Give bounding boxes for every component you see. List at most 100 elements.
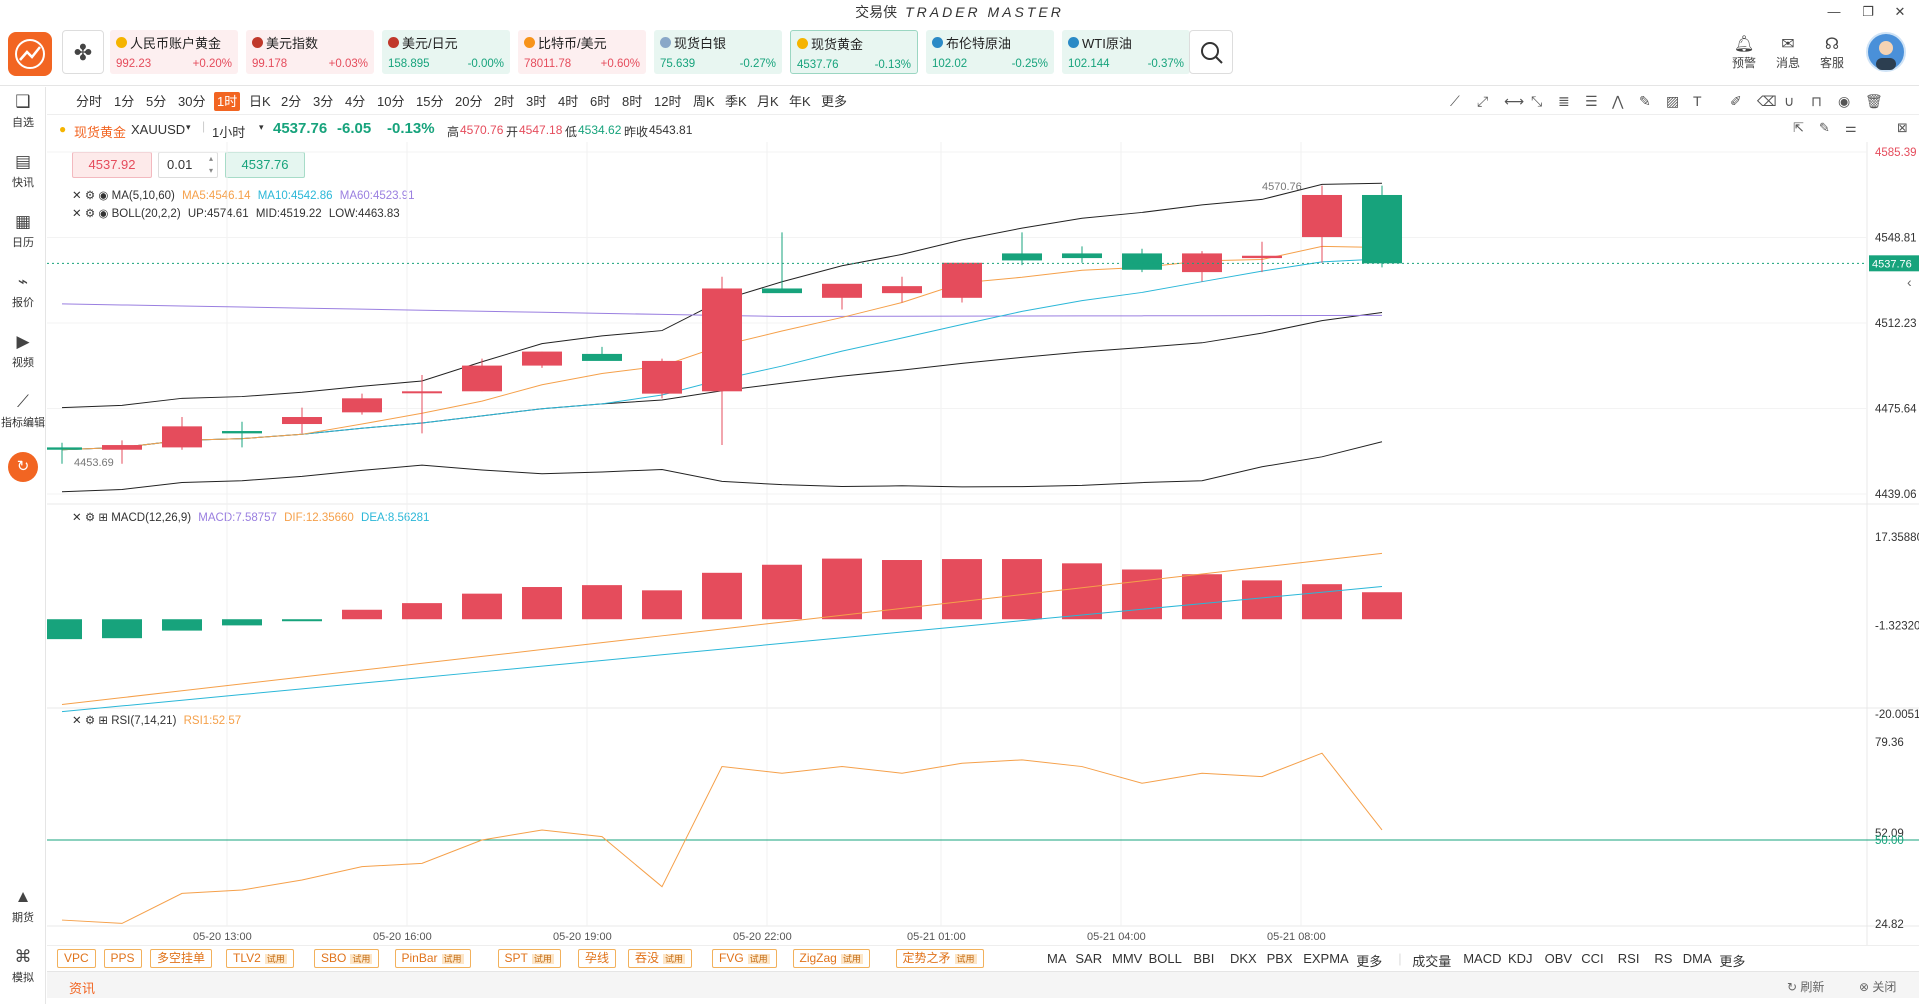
sub-indicator-tab[interactable]: KDJ	[1508, 951, 1533, 966]
sub-indicator-tab[interactable]: DMA	[1682, 951, 1712, 966]
symbol-dropdown-icon[interactable]: ▾	[186, 122, 191, 132]
ma-visibility-icon[interactable]: ◉	[98, 190, 109, 202]
price-chart[interactable]: 4585.39 4548.81 4512.23 4475.64 4439.06 4570.…	[47, 142, 1919, 945]
wave-tool-icon[interactable]: ⋀	[1612, 93, 1624, 109]
timeframe-tab[interactable]: 1分	[114, 94, 135, 109]
brush-tool-icon[interactable]: ✎	[1639, 93, 1651, 109]
timeframe-tab[interactable]: 4时	[558, 94, 579, 109]
strategy-tag[interactable]: TLV2 试用	[226, 949, 294, 968]
avatar[interactable]	[1866, 32, 1906, 72]
sidebar-item[interactable]: ▤ 快讯	[0, 152, 46, 190]
channel-tool-icon[interactable]: ≣	[1558, 93, 1570, 109]
message-button[interactable]: ✉ 消息	[1768, 34, 1808, 71]
eraser-tool-icon[interactable]: ⌫	[1757, 93, 1777, 109]
timeframe-tab[interactable]: 3分	[313, 94, 334, 109]
quote-card[interactable]: 人民币账户黄金 992.23 +0.20%	[110, 30, 238, 74]
quote-card[interactable]: 现货白银 75.639 -0.27%	[654, 30, 782, 74]
strategy-tag[interactable]: SBO 试用	[314, 949, 380, 968]
close-window-icon[interactable]: ✕	[1894, 4, 1906, 19]
timeframe-tab[interactable]: 10分	[377, 94, 405, 109]
ray-tool-icon[interactable]: ⤢	[1477, 93, 1489, 109]
timeframe-tab[interactable]: 2时	[494, 94, 515, 109]
timeframe-tab[interactable]: 4分	[345, 94, 366, 109]
news-tab[interactable]: 资讯	[69, 981, 96, 996]
sub-indicator-tab[interactable]: CCI	[1581, 951, 1604, 966]
macd-close-icon[interactable]: ✕	[72, 512, 82, 524]
buy-price-button[interactable]: 4537.76	[225, 152, 305, 178]
symbol-code[interactable]: XAUUSD	[131, 122, 186, 137]
chart-settings-icon[interactable]: ⇱	[1793, 120, 1804, 135]
timeframe-tab[interactable]: 年K	[789, 94, 811, 109]
timeframe-tab[interactable]: 日K	[249, 94, 271, 109]
refresh-button[interactable]: ↻ 刷新	[1787, 980, 1825, 994]
magnet-icon[interactable]: ∪	[1784, 93, 1795, 109]
sidebar-item[interactable]: ⌘ 模拟	[0, 947, 46, 985]
rsi-settings-icon[interactable]: ⚙	[84, 715, 96, 727]
rsi-expand-icon[interactable]: ⊞	[98, 715, 108, 727]
pen-icon[interactable]: ✎	[1819, 120, 1830, 135]
eye-icon[interactable]: ◉	[1838, 93, 1851, 109]
main-indicator-tab[interactable]: 更多	[1356, 954, 1383, 969]
trash-icon[interactable]: 🗑︎	[1865, 93, 1883, 109]
lock-icon[interactable]: ⊓	[1811, 93, 1822, 109]
symbol-name[interactable]: 现货黄金	[74, 125, 127, 140]
more-timeframes-dropdown[interactable]: 更多	[821, 94, 848, 109]
collapse-arrow-icon[interactable]: ‹	[1907, 274, 1912, 290]
timeframe-tab[interactable]: 1时	[214, 92, 241, 111]
search-button[interactable]	[1189, 30, 1233, 74]
timeframe-tab[interactable]: 月K	[757, 94, 779, 109]
strategy-tag[interactable]: 吞没 试用	[628, 949, 693, 968]
ma-close-icon[interactable]: ✕	[72, 190, 82, 202]
main-indicator-tab[interactable]: PBX	[1266, 951, 1293, 966]
main-indicator-tab[interactable]: BBI	[1193, 951, 1215, 966]
sub-indicator-tab[interactable]: OBV	[1544, 951, 1573, 966]
quote-card[interactable]: 美元指数 99.178 +0.03%	[246, 30, 374, 74]
strategy-tag[interactable]: 孕线	[578, 949, 617, 968]
period-dropdown-icon[interactable]: ▾	[259, 122, 264, 132]
main-indicator-tab[interactable]: EXPMA	[1303, 951, 1349, 966]
text-tool-icon[interactable]: T	[1693, 93, 1702, 109]
quote-card[interactable]: WTI原油 102.144 -0.37%	[1062, 30, 1190, 74]
sub-indicator-tab[interactable]: 更多	[1719, 954, 1746, 969]
strategy-tag[interactable]: PPS	[103, 949, 142, 968]
maximize-icon[interactable]: ❐	[1862, 4, 1874, 19]
sidebar-item[interactable]: ⌁ 报价	[0, 272, 46, 310]
rsi-close-icon[interactable]: ✕	[72, 715, 82, 727]
split-icon[interactable]: ⚌	[1845, 120, 1857, 135]
sidebar-item[interactable]: ▲ 期货	[0, 887, 46, 925]
strategy-tag[interactable]: 定势之矛 试用	[895, 949, 984, 968]
timeframe-tab[interactable]: 分时	[76, 94, 103, 109]
close-chart-icon[interactable]: ⊠	[1897, 120, 1908, 135]
quote-card[interactable]: 布伦特原油 102.02 -0.25%	[926, 30, 1054, 74]
sidebar-item[interactable]: ↻	[0, 452, 46, 482]
timeframe-tab[interactable]: 2分	[281, 94, 302, 109]
image-tool-icon[interactable]: ▨	[1666, 93, 1680, 109]
close-news-button[interactable]: ⊗ 关闭	[1859, 980, 1897, 994]
quote-card[interactable]: 比特币/美元 78011.78 +0.60%	[518, 30, 646, 74]
edit-tool-icon[interactable]: ✐	[1730, 93, 1742, 109]
quote-card[interactable]: 现货黄金 4537.76 -0.13%	[790, 30, 918, 74]
sub-indicator-tab[interactable]: MACD	[1463, 951, 1502, 966]
logo-icon[interactable]	[8, 32, 52, 76]
strategy-tag[interactable]: PinBar 试用	[394, 949, 471, 968]
sidebar-item[interactable]: ▶ 视频	[0, 332, 46, 370]
minimize-icon[interactable]: —	[1827, 4, 1841, 19]
hline-tool-icon[interactable]: ⟷	[1504, 93, 1525, 109]
timeframe-tab[interactable]: 季K	[725, 94, 747, 109]
lot-input[interactable]: 0.01 ▴ ▾	[158, 152, 218, 178]
fib-tool-icon[interactable]: ☰	[1585, 93, 1598, 109]
timeframe-tab[interactable]: 5分	[146, 94, 167, 109]
strategy-tag[interactable]: ZigZag 试用	[792, 949, 870, 968]
timeframe-tab[interactable]: 8时	[622, 94, 643, 109]
sidebar-item[interactable]: ❑ 自选	[0, 92, 46, 130]
main-indicator-tab[interactable]: BOLL	[1148, 951, 1182, 966]
trend-tool-icon[interactable]: ⤡	[1531, 93, 1543, 109]
main-indicator-tab[interactable]: SAR	[1075, 951, 1103, 966]
main-indicator-tab[interactable]: DKX	[1230, 951, 1257, 966]
timeframe-tab[interactable]: 30分	[178, 94, 206, 109]
sidebar-item[interactable]: ⟋ 指标编辑	[0, 392, 46, 430]
strategy-tag[interactable]: FVG 试用	[712, 949, 777, 968]
timeframe-tab[interactable]: 3时	[526, 94, 547, 109]
strategy-tag[interactable]: VPC	[57, 949, 96, 968]
main-indicator-tab[interactable]: MA	[1047, 951, 1067, 966]
